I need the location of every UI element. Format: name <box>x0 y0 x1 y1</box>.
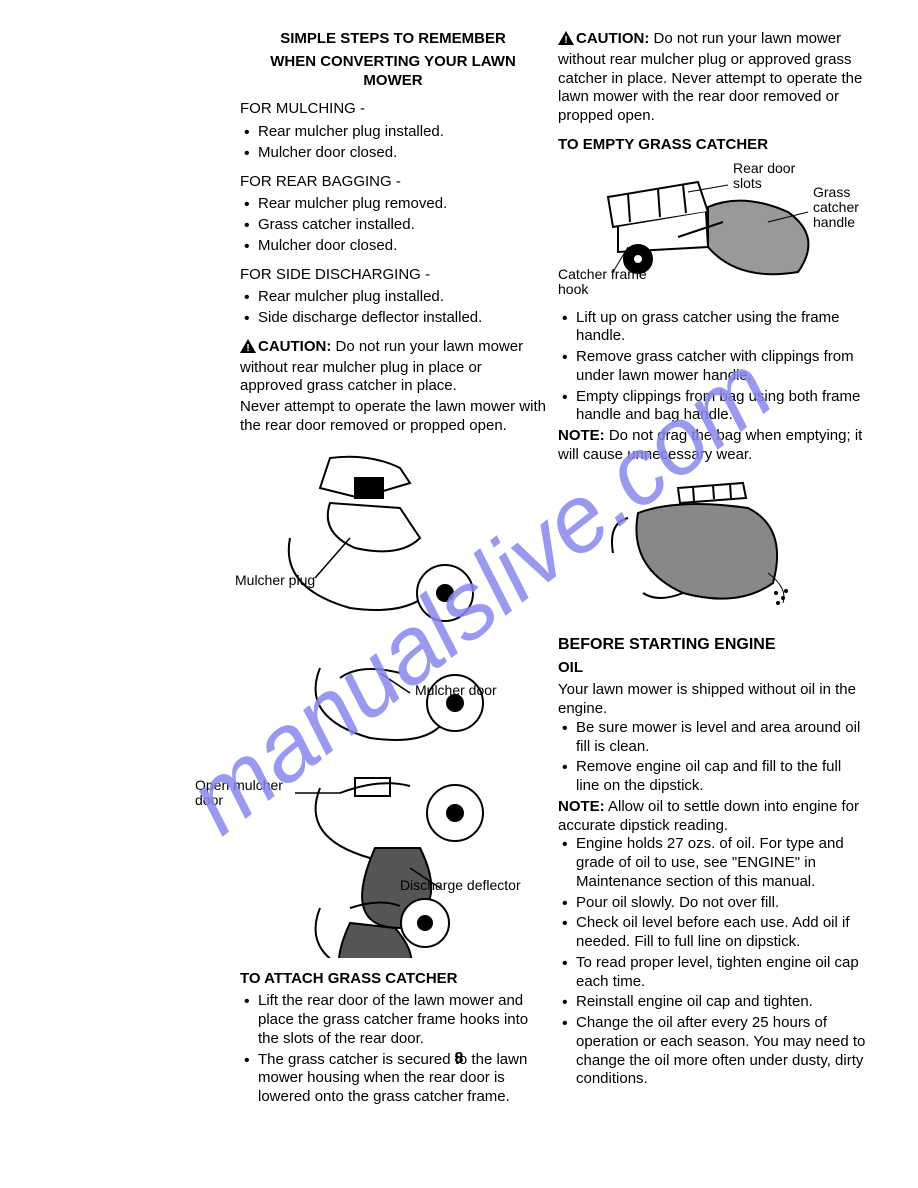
side-list: Rear mulcher plug installed. Side discha… <box>240 288 546 328</box>
mulching-list: Rear mulcher plug installed. Mulcher doo… <box>240 123 546 163</box>
list-item: Pour oil slowly. Do not over fill. <box>562 894 868 913</box>
figure-mulcher-diagram: Mulcher plug Mulcher door Open mulcher d… <box>240 448 546 958</box>
list-item: Change the oil after every 25 hours of o… <box>562 1014 868 1089</box>
title-2: WHEN CONVERTING YOUR LAWN MOWER <box>240 53 546 91</box>
list-item: Empty clippings from bag using both fram… <box>562 388 868 426</box>
list-item: Lift up on grass catcher using the frame… <box>562 309 868 347</box>
bagging-head: FOR REAR BAGGING - <box>240 173 546 192</box>
list-item: Mulcher door closed. <box>244 144 546 163</box>
fig-label-open-mulcher: Open mulcher door <box>195 778 285 809</box>
note-2: NOTE: Allow oil to settle down into engi… <box>558 798 868 836</box>
caution-text-2: Never attempt to operate the lawn mower … <box>240 398 546 436</box>
list-item: Rear mulcher plug removed. <box>244 195 546 214</box>
note-label: NOTE: <box>558 798 605 815</box>
mulching-head: FOR MULCHING - <box>240 100 546 119</box>
page-number: 8 <box>455 1050 464 1068</box>
warning-icon: ! <box>240 339 256 359</box>
attach-list: Lift the rear door of the lawn mower and… <box>240 992 546 1107</box>
fig-label-frame-hook: Catcher frame hook <box>558 267 658 298</box>
title-1: SIMPLE STEPS TO REMEMBER <box>240 30 546 49</box>
fig-label-discharge: Discharge deflector <box>400 878 521 893</box>
fig-label-mulcher-plug: Mulcher plug <box>235 573 315 588</box>
oil-intro: Your lawn mower is shipped without oil i… <box>558 681 868 719</box>
list-item: Side discharge deflector installed. <box>244 309 546 328</box>
before-starting-head: BEFORE STARTING ENGINE <box>558 635 868 655</box>
caution-block-left: ! CAUTION: Do not run your lawn mower wi… <box>240 338 546 436</box>
svg-text:!: ! <box>246 343 249 353</box>
empty-head: TO EMPTY GRASS CATCHER <box>558 136 868 155</box>
fig-label-mulcher-door: Mulcher door <box>415 683 497 698</box>
list-item: Rear mulcher plug installed. <box>244 123 546 142</box>
warning-icon: ! <box>558 31 574 51</box>
list-item: Remove grass catcher with clippings from… <box>562 348 868 386</box>
figure-empty-bag <box>558 473 868 623</box>
oil-list-2: Engine holds 27 ozs. of oil. For type an… <box>558 835 868 1089</box>
left-column: SIMPLE STEPS TO REMEMBER WHEN CONVERTING… <box>20 30 546 1109</box>
fig-label-grass-handle: Grass catcher handle <box>813 185 873 231</box>
caution-label: CAUTION: <box>576 30 649 47</box>
list-item: Reinstall engine oil cap and tighten. <box>562 993 868 1012</box>
list-item: Be sure mower is level and area around o… <box>562 719 868 757</box>
figure-catcher-diagram: Rear door slots Grass catcher handle Cat… <box>558 167 868 297</box>
oil-list-1: Be sure mower is level and area around o… <box>558 719 868 796</box>
fig-label-rear-door-slots: Rear door slots <box>733 161 803 192</box>
page-container: SIMPLE STEPS TO REMEMBER WHEN CONVERTING… <box>0 0 918 1129</box>
list-item: Engine holds 27 ozs. of oil. For type an… <box>562 835 868 891</box>
side-head: FOR SIDE DISCHARGING - <box>240 266 546 285</box>
caution-label: CAUTION: <box>258 338 331 355</box>
list-item: Mulcher door closed. <box>244 237 546 256</box>
note-1: NOTE: Do not drag the bag when emptying;… <box>558 427 868 465</box>
list-item: Grass catcher installed. <box>244 216 546 235</box>
bagging-list: Rear mulcher plug removed. Grass catcher… <box>240 195 546 255</box>
note-label: NOTE: <box>558 427 605 444</box>
oil-head: OIL <box>558 659 868 678</box>
list-item: To read proper level, tighten engine oil… <box>562 954 868 992</box>
list-item: Lift the rear door of the lawn mower and… <box>244 992 546 1048</box>
list-item: Check oil level before each use. Add oil… <box>562 914 868 952</box>
caution-block-right: ! CAUTION: Do not run your lawn mower wi… <box>558 30 868 126</box>
list-item: The grass catcher is secured to the lawn… <box>244 1051 546 1107</box>
right-column: ! CAUTION: Do not run your lawn mower wi… <box>558 30 898 1109</box>
attach-head: TO ATTACH GRASS CATCHER <box>240 970 546 989</box>
list-item: Remove engine oil cap and fill to the fu… <box>562 758 868 796</box>
list-item: Rear mulcher plug installed. <box>244 288 546 307</box>
svg-text:!: ! <box>564 35 567 45</box>
empty-list: Lift up on grass catcher using the frame… <box>558 309 868 426</box>
